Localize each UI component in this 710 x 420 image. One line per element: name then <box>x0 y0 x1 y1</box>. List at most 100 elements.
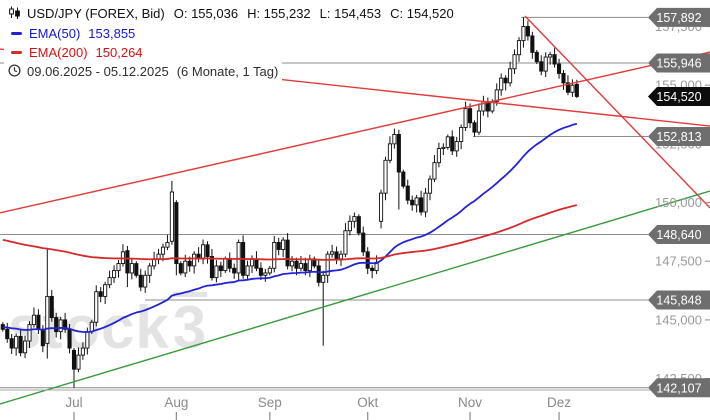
candlestick <box>89 321 94 333</box>
candlestick <box>276 241 281 250</box>
candlestick <box>343 230 348 255</box>
low-value: L: 154,453 <box>319 6 382 22</box>
candlestick <box>472 122 477 133</box>
candlestick <box>94 291 99 323</box>
candlestick <box>552 54 557 65</box>
candlestick <box>330 251 335 255</box>
candlestick <box>503 77 508 84</box>
candlestick <box>454 141 459 152</box>
candlestick <box>31 314 36 326</box>
candlestick <box>534 51 539 63</box>
steep-red-trendline <box>524 15 710 209</box>
candlestick <box>187 260 192 267</box>
candlestick <box>356 216 361 234</box>
candlestick <box>125 250 130 274</box>
green-support-line <box>0 190 710 405</box>
candlestick <box>365 251 370 269</box>
chart-legend: USD/JPY (FOREX, Bid) O: 155,036 H: 155,2… <box>4 4 458 83</box>
candlestick <box>85 331 90 349</box>
candlestick <box>9 338 14 349</box>
candlestick <box>334 251 339 260</box>
candlestick <box>379 192 384 222</box>
last-price-badge <box>648 86 710 106</box>
candlestick <box>80 347 85 356</box>
open-value: O: 155,036 <box>173 6 239 22</box>
period-duration: (6 Monate, 1 Tag) <box>176 64 279 80</box>
candlestick <box>543 56 548 72</box>
candlestick <box>214 265 219 279</box>
candlestick <box>54 317 59 333</box>
candlestick <box>347 220 352 232</box>
level-price-badge <box>648 290 710 310</box>
candlestick <box>574 83 579 97</box>
candlestick <box>298 263 304 269</box>
candlestick <box>134 263 139 276</box>
candlestick <box>232 267 237 274</box>
candlestick <box>5 328 10 340</box>
month-label: Okt <box>357 395 378 410</box>
month-label: Jul <box>65 395 82 410</box>
candlestick <box>476 110 482 133</box>
candlestick <box>303 263 308 272</box>
candlestick <box>267 267 272 274</box>
candlestick <box>45 295 50 344</box>
month-label: Nov <box>458 395 482 410</box>
candlestick <box>36 314 41 330</box>
candlestick <box>18 335 23 354</box>
level-price-badge <box>648 53 710 73</box>
symbol-name: USD/JPY (FOREX, Bid) <box>27 6 165 22</box>
level-price-badge <box>648 224 710 244</box>
candlestick <box>272 241 277 269</box>
candlestick <box>183 260 188 274</box>
level-price-badge-label: 148,640 <box>656 228 701 242</box>
ema50-value: 153,855 <box>88 26 136 42</box>
candlestick <box>410 199 415 206</box>
ema200-line-swatch-icon <box>11 51 22 55</box>
level-price-badge <box>648 7 710 27</box>
legend-period-row: 09.06.2025 - 05.12.2025 (6 Monate, 1 Tag… <box>4 62 283 83</box>
candlestick <box>321 274 326 283</box>
candlestick <box>160 246 166 255</box>
candlestick <box>392 134 397 145</box>
candlestick <box>285 239 290 267</box>
ema50-line-swatch-icon <box>11 32 22 36</box>
candlestick <box>396 134 401 173</box>
legend-ema50-row: EMA(50) 153,855 <box>4 24 140 44</box>
level-price-badge-label: 157,892 <box>656 11 701 25</box>
ema200-value: 150,264 <box>95 45 143 61</box>
candlestick <box>138 274 143 288</box>
candlestick <box>468 108 473 124</box>
candlestick <box>63 319 68 330</box>
candlestick <box>445 136 450 148</box>
candlestick <box>103 284 108 297</box>
candlestick <box>245 265 250 276</box>
candlestick <box>98 291 103 297</box>
candlestick <box>156 253 161 260</box>
candlestick <box>525 26 530 37</box>
candlestick <box>325 253 330 276</box>
candlestick <box>129 263 134 274</box>
candlestick <box>200 244 206 260</box>
price-tick-label: 147,500 <box>655 254 702 269</box>
rising-red-trendline <box>0 51 710 214</box>
candlestick <box>387 143 393 161</box>
last-price-badge-label: 154,520 <box>656 90 701 104</box>
candlestick <box>370 267 375 272</box>
candlestick <box>521 26 526 42</box>
candlestick <box>432 162 437 180</box>
ema50-name: EMA(50) <box>29 26 81 42</box>
candlestick <box>223 258 228 272</box>
candlestick <box>423 192 428 213</box>
candlestick <box>67 328 72 349</box>
candlestick <box>419 197 424 213</box>
price-tick-label: 150,000 <box>655 195 702 210</box>
candlestick <box>459 126 464 142</box>
candlestick <box>414 197 419 206</box>
clock-icon <box>8 64 21 79</box>
candlestick <box>178 263 183 274</box>
legend-ema200-row: EMA(200) 150,264 <box>4 43 147 63</box>
candlestick <box>116 263 121 272</box>
month-label: Dez <box>547 395 571 410</box>
candlestick <box>450 136 455 152</box>
